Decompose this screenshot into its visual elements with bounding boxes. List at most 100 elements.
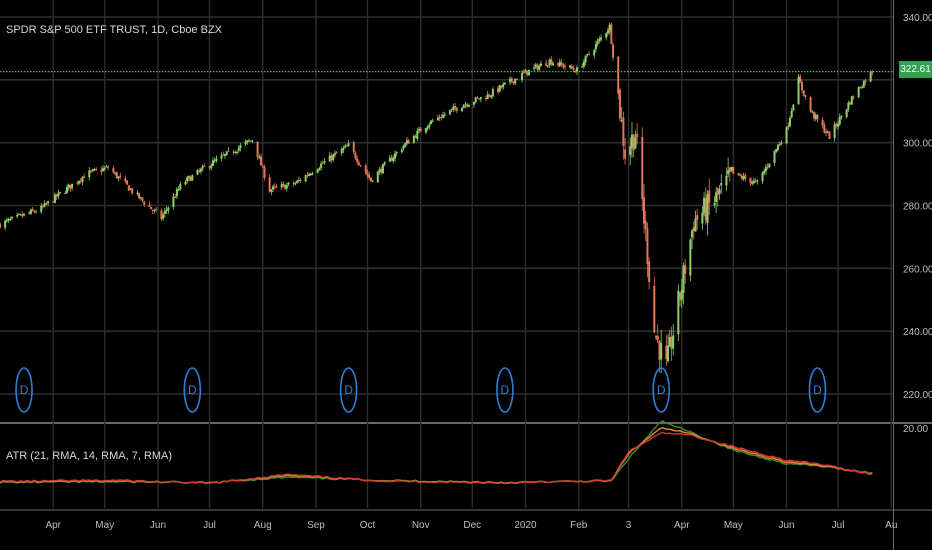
candle-body — [112, 168, 115, 173]
candle-body — [869, 70, 872, 82]
candle-body — [730, 166, 733, 171]
dividend-marker[interactable]: D — [15, 367, 33, 413]
candle-body — [596, 40, 599, 45]
candle-body — [189, 176, 192, 182]
candle-body — [612, 44, 615, 58]
candle-body — [263, 166, 266, 178]
candle-body — [545, 63, 548, 66]
candle-body — [813, 112, 816, 119]
dividend-marker[interactable]: D — [339, 367, 358, 413]
candle-body — [11, 216, 14, 219]
candle-body — [9, 219, 12, 221]
date-axis-tick-label: Dec — [463, 520, 481, 531]
date-axis-tick-label: Sep — [307, 520, 325, 531]
candle-body — [497, 88, 500, 92]
candle-body — [790, 110, 793, 118]
candle-body — [69, 184, 72, 189]
candle-body — [294, 183, 297, 185]
candle-body — [416, 130, 419, 139]
candle-body — [641, 136, 644, 199]
candle-body — [617, 56, 620, 94]
candle-body — [533, 67, 536, 69]
candle-body — [593, 50, 596, 56]
candle-body — [244, 141, 247, 145]
candle-body — [160, 210, 163, 220]
candle-body — [455, 107, 458, 111]
candle-body — [16, 214, 19, 217]
candle-body — [740, 176, 743, 179]
candle-body — [521, 72, 524, 80]
candle-body — [763, 170, 766, 174]
candle-body — [584, 55, 587, 63]
candle-body — [115, 172, 118, 179]
dividend-marker[interactable]: D — [652, 367, 670, 413]
candle-body — [655, 335, 658, 338]
candle-body — [618, 89, 621, 119]
candle-body — [799, 76, 802, 83]
dividend-marker[interactable]: D — [183, 367, 202, 413]
candle-body — [52, 201, 55, 203]
candle-body — [127, 185, 130, 191]
candle-body — [624, 149, 627, 159]
candle-body — [184, 181, 187, 185]
candle-body — [53, 194, 56, 203]
candle-body — [203, 165, 206, 167]
candle-body — [64, 192, 67, 194]
candle-body — [47, 201, 50, 204]
candle-body — [752, 180, 755, 184]
candle-body — [328, 155, 331, 162]
dividend-marker[interactable]: D — [808, 367, 827, 413]
candle-body — [287, 182, 290, 185]
candle-body — [77, 181, 80, 184]
candle-body — [764, 167, 767, 172]
dividend-marker[interactable]: D — [496, 367, 514, 413]
candle-body — [718, 189, 721, 194]
candle-body — [452, 106, 455, 110]
candle-body — [558, 61, 561, 67]
candle-body — [562, 64, 565, 68]
candle-body — [223, 154, 226, 156]
candle-body — [175, 189, 178, 197]
candle-body — [222, 154, 225, 156]
candle-body — [785, 127, 788, 144]
candle-body — [376, 171, 379, 183]
price-axis-tick-label: 220.00 — [903, 390, 932, 401]
candle-body — [41, 205, 44, 207]
candle-body — [479, 97, 482, 100]
candle-body — [622, 117, 625, 146]
candle-body — [704, 198, 707, 221]
candle-body — [488, 94, 491, 97]
candle-body — [273, 185, 276, 187]
candle-body — [460, 107, 463, 112]
candle-body — [653, 285, 656, 333]
candle-body — [225, 151, 228, 156]
candle-body — [320, 163, 323, 168]
price-axis-tick-label: 280.00 — [903, 202, 932, 213]
candle-body — [404, 143, 407, 147]
candle-body — [720, 182, 723, 186]
candle-body — [450, 108, 453, 111]
candle-body — [510, 78, 513, 82]
candle-body — [572, 68, 575, 70]
date-axis-tick-label: Jul — [832, 520, 845, 531]
candle-body — [467, 104, 470, 107]
dividend-marker-label: D — [501, 383, 510, 397]
candle-body — [491, 89, 494, 97]
candle-body — [114, 172, 117, 174]
candle-body — [285, 185, 288, 189]
candle-body — [138, 192, 141, 199]
candle-body — [742, 175, 745, 180]
candle-body — [835, 124, 838, 126]
chart-title: SPDR S&P 500 ETF TRUST, 1D, Cboe BZX — [6, 24, 223, 36]
candle-body — [778, 144, 781, 146]
candle-body — [608, 24, 611, 32]
candle-body — [691, 230, 694, 238]
candle-body — [672, 335, 675, 349]
candle-body — [706, 194, 709, 224]
candle-body — [215, 158, 218, 162]
candle-body — [682, 265, 685, 294]
candle-body — [852, 96, 855, 98]
candle-body — [660, 343, 663, 360]
